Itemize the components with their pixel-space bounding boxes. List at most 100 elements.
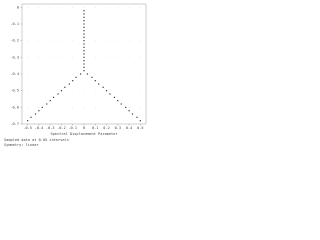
point: [60, 90, 63, 92]
grid-dot: [140, 123, 141, 125]
point: [64, 86, 66, 88]
point: [83, 46, 85, 48]
point: [120, 103, 122, 105]
chart: Spectral Displacement Parameter Sampled …: [0, 0, 150, 150]
grid-dot: [27, 90, 28, 91]
point: [80, 73, 82, 75]
point: [139, 120, 141, 122]
grid-dot: [128, 7, 130, 8]
point: [83, 20, 85, 22]
x-tick-label: 0.1: [92, 126, 99, 130]
point: [94, 80, 96, 82]
grid-dot: [72, 123, 74, 125]
grid-dot: [117, 23, 119, 25]
point: [83, 30, 85, 32]
point: [83, 50, 85, 52]
y-tick-label: 0: [17, 5, 19, 9]
point: [30, 116, 32, 118]
y-tick-label: -0.6: [10, 105, 19, 109]
grid-dot: [140, 90, 141, 91]
grid-dot: [140, 7, 141, 8]
point: [125, 106, 127, 108]
grid-dot: [106, 107, 107, 108]
point: [83, 60, 85, 62]
grid-dot: [94, 57, 96, 58]
point: [52, 96, 55, 98]
grid-dot: [83, 123, 85, 125]
point: [86, 73, 88, 75]
point: [113, 96, 116, 98]
point: [38, 110, 40, 112]
grid-dot: [128, 73, 130, 75]
grid-dot: [72, 7, 74, 8]
grid-dot: [83, 73, 85, 75]
grid-dot: [27, 57, 28, 58]
x-tick-label: -0.2: [57, 126, 66, 130]
grid-dot: [140, 23, 141, 25]
grid-dot: [106, 40, 107, 41]
grid-dot: [38, 57, 40, 58]
point: [83, 13, 85, 15]
x-tick-label: -0.4: [35, 126, 44, 130]
grid-dot: [27, 73, 28, 75]
background: [0, 0, 150, 150]
grid-dot: [94, 90, 96, 91]
grid-dot: [128, 123, 130, 125]
x-tick-label: 0.4: [126, 126, 133, 130]
point: [27, 120, 29, 122]
x-tick-label: -0.5: [23, 126, 32, 130]
grid-dot: [128, 23, 130, 25]
grid-dot: [38, 123, 40, 125]
grid-dot: [94, 123, 96, 125]
point: [83, 23, 85, 25]
y-tick-label: -0.3: [10, 55, 19, 59]
grid-dot: [72, 57, 74, 58]
point: [75, 76, 77, 78]
grid-dot: [94, 107, 96, 108]
grid-dot: [49, 23, 51, 25]
grid-dot: [72, 40, 74, 41]
grid-dot: [61, 57, 62, 58]
point: [68, 83, 70, 85]
x-tick-label: 0.2: [103, 126, 110, 130]
point: [91, 76, 93, 78]
grid-dot: [128, 90, 130, 91]
note: Sampled data at 0.05 intervals: [4, 138, 69, 142]
grid-dot: [27, 107, 28, 108]
grid-dot: [117, 123, 119, 125]
grid-dot: [106, 7, 107, 8]
grid-dot: [140, 40, 141, 41]
point: [105, 90, 108, 92]
point: [83, 26, 85, 28]
y-tick-label: -0.1: [10, 22, 19, 26]
x-tick-label: -0.1: [68, 126, 77, 130]
point: [117, 100, 119, 102]
x-tick-label: 0.5: [137, 126, 144, 130]
grid-dot: [61, 7, 62, 8]
point: [109, 93, 111, 95]
point: [83, 56, 85, 58]
point: [136, 116, 138, 118]
point: [49, 100, 51, 102]
grid-dot: [83, 7, 85, 8]
grid-dot: [49, 123, 51, 125]
point: [83, 63, 85, 65]
grid-dot: [128, 40, 130, 41]
point: [83, 33, 85, 35]
grid-dot: [106, 123, 107, 125]
grid-dot: [128, 57, 130, 58]
grid-dot: [27, 23, 28, 25]
grid-dot: [61, 23, 62, 25]
grid-dot: [140, 73, 141, 75]
y-tick-label: -0.5: [10, 89, 19, 93]
grid-dot: [61, 107, 62, 108]
point: [83, 16, 85, 18]
point: [98, 83, 100, 85]
grid-dot: [49, 107, 51, 108]
point: [46, 103, 48, 105]
page: {"chart_data": {"type": "scatter", "x_la…: [0, 0, 150, 150]
grid-dot: [61, 40, 62, 41]
grid-dot: [49, 73, 51, 75]
grid-dot: [117, 57, 119, 58]
point: [57, 93, 59, 95]
